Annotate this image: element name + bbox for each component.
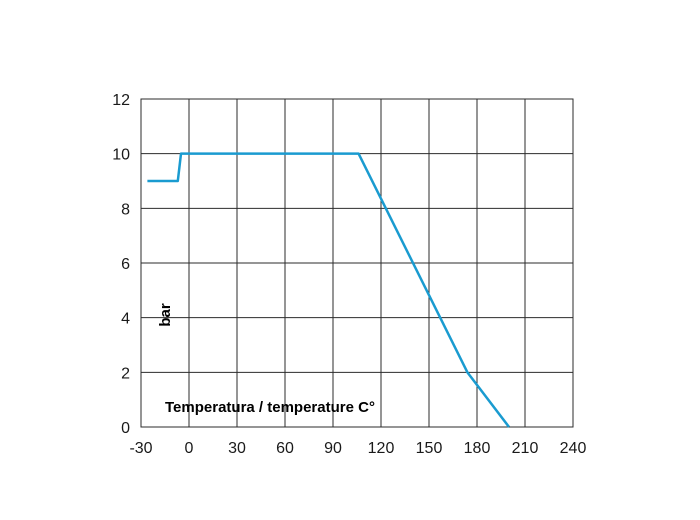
x-tick-label: 210 <box>512 440 539 457</box>
y-tick-label: 8 <box>121 201 130 218</box>
x-tick-label: 0 <box>185 440 194 457</box>
tick-labels: -30 0 30 60 90 120 150 180 210 240 0 2 4 6 8 10 12 <box>112 92 586 457</box>
y-axis-label: bar <box>157 303 174 327</box>
y-tick-label: 0 <box>121 420 130 437</box>
grid <box>140 98 574 428</box>
plot-frame <box>140 98 574 428</box>
x-axis-label: Temperatura / temperature C° <box>165 399 375 416</box>
x-tick-label: 120 <box>368 440 395 457</box>
y-tick-label: 12 <box>112 92 130 109</box>
y-tick-label: 10 <box>112 147 130 164</box>
y-tick-label: 4 <box>121 311 130 328</box>
x-tick-label: 90 <box>324 440 342 457</box>
series-layer <box>147 152 510 428</box>
series-line <box>147 152 510 428</box>
y-tick-label: 2 <box>121 365 130 382</box>
x-tick-label: 60 <box>276 440 294 457</box>
x-tick-label: 150 <box>416 440 443 457</box>
x-tick-label: 30 <box>228 440 246 457</box>
x-tick-label: 240 <box>560 440 587 457</box>
x-tick-label: 180 <box>464 440 491 457</box>
y-tick-label: 6 <box>121 256 130 273</box>
x-tick-label: -30 <box>129 440 152 457</box>
